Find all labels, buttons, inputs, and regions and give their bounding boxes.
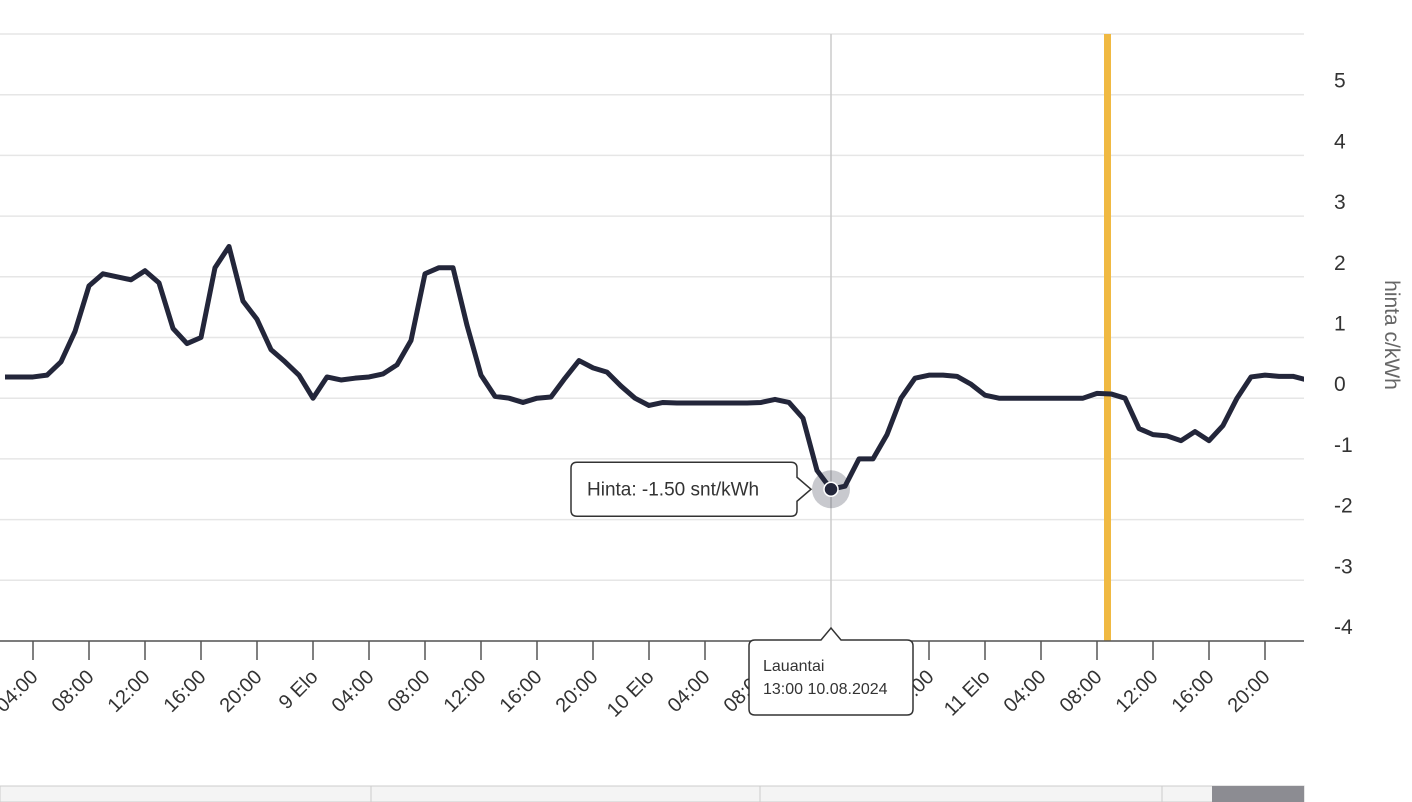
x-axis: 04:00 08:00 12:00 16:00 20:00 9 Elo 04:00 08:00… [0, 641, 1275, 722]
y-axis-title: hinta c/kWh [1380, 280, 1403, 390]
x-tick-label: 08:00 [384, 666, 435, 717]
x-tick-label: 12:00 [104, 666, 155, 717]
y-tick-label: 2 [1334, 252, 1346, 275]
x-tick-label: 04:00 [1000, 666, 1051, 717]
y-tick-label: -2 [1334, 495, 1353, 518]
navigator [0, 785, 1305, 802]
x-tick-label: 9 Elo [275, 666, 323, 714]
y-tick-label: 0 [1334, 373, 1346, 396]
x-tick-label: 04:00 [328, 666, 379, 717]
date-tooltip-date: 13:00 10.08.2024 [763, 681, 888, 698]
y-axis: -4 -3 -2 -1 0 1 2 3 4 5 [1334, 70, 1353, 639]
series [5, 243, 1304, 492]
current-time-line [1104, 34, 1111, 641]
x-tick-label: 16:00 [1168, 666, 1219, 717]
y-tick-label: 3 [1334, 191, 1346, 214]
y-tick-label: 5 [1334, 70, 1346, 93]
y-tick-label: -1 [1334, 434, 1353, 457]
hover-point [823, 481, 839, 497]
date-tooltip [748, 626, 914, 716]
y-tick-label: 1 [1334, 313, 1346, 336]
x-tick-label: 04:00 [0, 666, 43, 717]
x-tick-label: 20:00 [1224, 666, 1275, 717]
x-tick-label: 08:00 [48, 666, 99, 717]
x-tick-label: 20:00 [216, 666, 267, 717]
tooltips: Hinta: -1.50 snt/kWh Lauantai 13:00 10.08.… [570, 461, 914, 716]
x-tick-label: 12:00 [440, 666, 491, 717]
scrollbar-thumb[interactable] [1212, 786, 1304, 802]
value-tooltip [570, 461, 813, 517]
x-tick-label: 10 Elo [603, 666, 659, 722]
x-tick-label: 12:00 [1112, 666, 1163, 717]
price-line [5, 243, 1304, 492]
date-tooltip-day: Lauantai [763, 658, 824, 675]
y-tick-label: 4 [1334, 130, 1346, 153]
x-tick-label: 08:00 [1056, 666, 1107, 717]
x-tick-label: 16:00 [160, 666, 211, 717]
x-tick-label: 20:00 [552, 666, 603, 717]
x-tick-label: 11 Elo [940, 666, 995, 721]
grid [0, 93, 1304, 642]
y-tick-label: -4 [1334, 616, 1353, 639]
y-tick-label: -3 [1334, 555, 1353, 578]
x-tick-label: 04:00 [664, 666, 715, 717]
x-tick-label: 16:00 [496, 666, 547, 717]
value-tooltip-text: Hinta: -1.50 snt/kWh [587, 479, 759, 500]
